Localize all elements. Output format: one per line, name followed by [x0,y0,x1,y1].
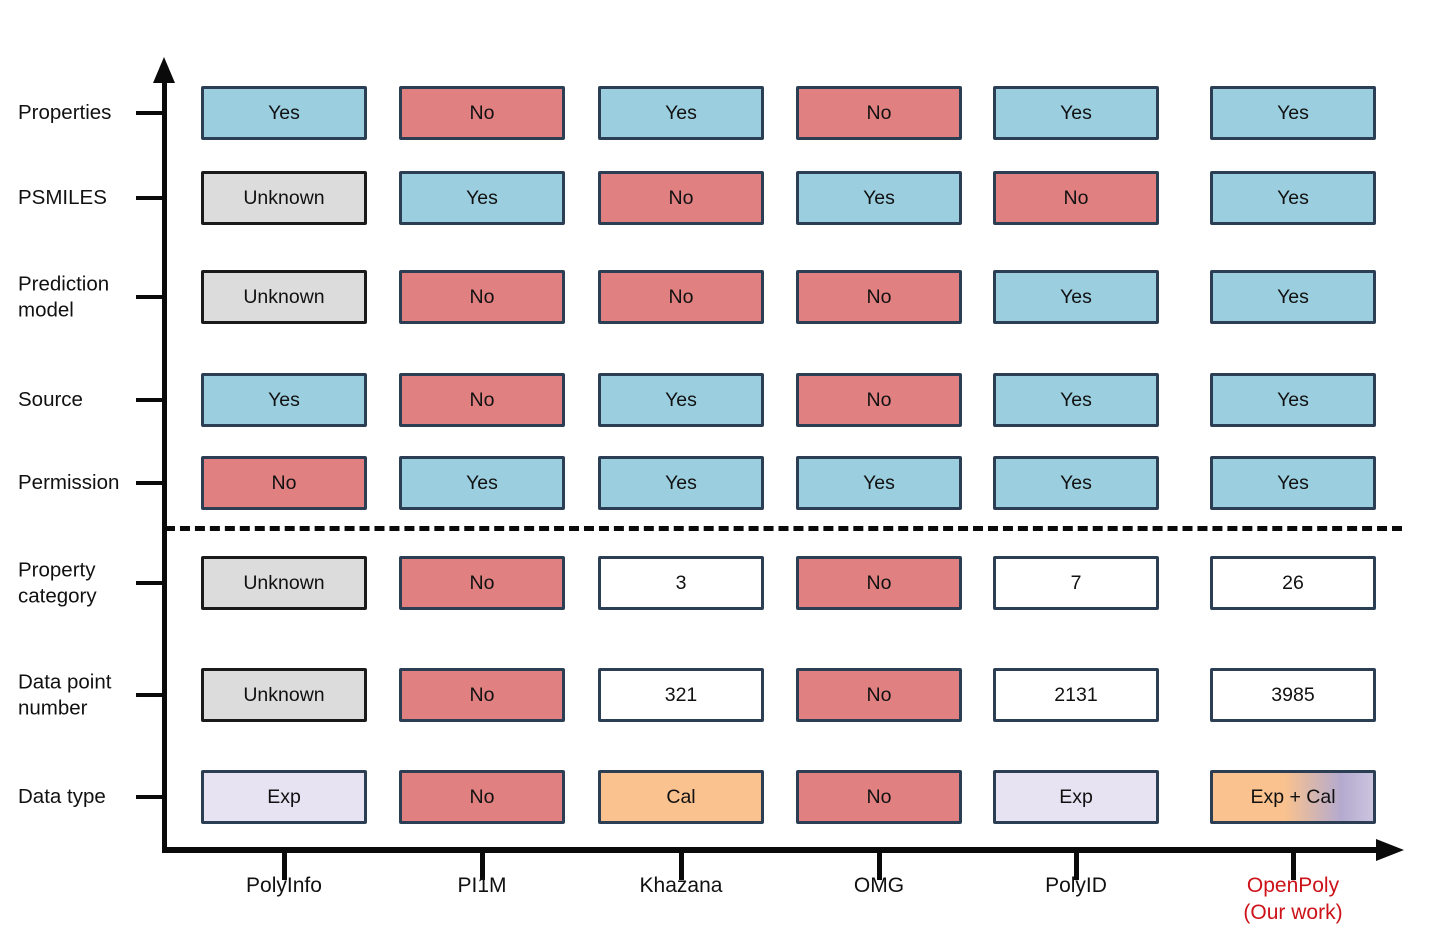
cell-source-openpoly: Yes [1210,373,1376,427]
cell-prediction-model-polyid: Yes [993,270,1159,324]
cell-psmiles-khazana: No [598,171,764,225]
cell-prediction-model-openpoly: Yes [1210,270,1376,324]
y-axis-tick-properties [136,111,166,115]
y-axis-arrowhead-icon [153,57,175,83]
cell-data-type-pi1m: No [399,770,565,824]
cell-permission-polyinfo: No [201,456,367,510]
cell-data-point-number-openpoly: 3985 [1210,668,1376,722]
cell-prediction-model-polyinfo: Unknown [201,270,367,324]
y-axis-tick-data-point-number [136,693,166,697]
cell-data-point-number-omg: No [796,668,962,722]
column-label-pi1m: PI1M [372,872,592,899]
column-label-khazana: Khazana [571,872,791,899]
column-sublabel-text: (Our work) [1243,901,1343,925]
cell-data-type-polyid: Exp [993,770,1159,824]
cell-data-type-polyinfo: Exp [201,770,367,824]
cell-data-point-number-polyid: 2131 [993,668,1159,722]
cell-property-category-polyid: 7 [993,556,1159,610]
x-axis-tick-polyid [1074,853,1079,880]
row-label-property-category: Property category [18,558,97,607]
cell-source-khazana: Yes [598,373,764,427]
row-label-permission: Permission [18,471,120,495]
y-axis [162,78,167,852]
cell-permission-khazana: Yes [598,456,764,510]
cell-permission-pi1m: Yes [399,456,565,510]
cell-property-category-openpoly: 26 [1210,556,1376,610]
cell-properties-omg: No [796,86,962,140]
column-label-text: PolyInfo [246,874,322,897]
y-axis-tick-permission [136,481,166,485]
y-axis-tick-psmiles [136,196,166,200]
column-label-text: OpenPoly [1246,874,1340,897]
cell-properties-polyinfo: Yes [201,86,367,140]
cell-property-category-pi1m: No [399,556,565,610]
dashed-divider-line [165,526,1402,531]
cell-permission-openpoly: Yes [1210,456,1376,510]
cell-data-point-number-polyinfo: Unknown [201,668,367,722]
cell-property-category-omg: No [796,556,962,610]
column-label-polyinfo: PolyInfo [174,872,394,899]
cell-data-point-number-khazana: 321 [598,668,764,722]
cell-permission-polyid: Yes [993,456,1159,510]
column-label-text: OMG [853,874,905,897]
column-label-text: PolyID [1045,874,1107,897]
cell-properties-pi1m: No [399,86,565,140]
x-axis-tick-omg [877,853,882,880]
column-label-polyid: PolyID [966,872,1186,899]
cell-psmiles-omg: Yes [796,171,962,225]
cell-psmiles-openpoly: Yes [1210,171,1376,225]
cell-properties-khazana: Yes [598,86,764,140]
cell-data-type-omg: No [796,770,962,824]
x-axis-tick-openpoly [1291,853,1296,880]
row-label-data-point-number: Data point number [18,670,112,719]
cell-source-pi1m: No [399,373,565,427]
row-label-psmiles: PSMILES [18,186,107,210]
row-label-source: Source [18,388,83,412]
x-axis-tick-khazana [679,853,684,880]
cell-properties-openpoly: Yes [1210,86,1376,140]
cell-psmiles-polyid: No [993,171,1159,225]
column-label-text: Khazana [639,874,723,897]
cell-psmiles-polyinfo: Unknown [201,171,367,225]
cell-prediction-model-khazana: No [598,270,764,324]
cell-source-polyinfo: Yes [201,373,367,427]
cell-data-point-number-pi1m: No [399,668,565,722]
y-axis-tick-source [136,398,166,402]
row-label-data-type: Data type [18,785,106,809]
column-label-text: PI1M [457,874,507,897]
cell-permission-omg: Yes [796,456,962,510]
cell-source-polyid: Yes [993,373,1159,427]
cell-prediction-model-pi1m: No [399,270,565,324]
column-label-openpoly: OpenPoly (Our work) [1183,872,1403,927]
row-label-properties: Properties [18,101,112,125]
cell-source-omg: No [796,373,962,427]
cell-data-type-openpoly: Exp + Cal [1210,770,1376,824]
x-axis-tick-pi1m [480,853,485,880]
cell-prediction-model-omg: No [796,270,962,324]
cell-property-category-khazana: 3 [598,556,764,610]
cell-psmiles-pi1m: Yes [399,171,565,225]
x-axis [162,847,1378,853]
y-axis-tick-property-category [136,581,166,585]
column-label-omg: OMG [769,872,989,899]
x-axis-arrowhead-icon [1376,839,1404,861]
row-label-prediction-model: Prediction model [18,272,110,321]
y-axis-tick-data-type [136,795,166,799]
x-axis-tick-polyinfo [282,853,287,880]
y-axis-tick-prediction-model [136,295,166,299]
cell-data-type-khazana: Cal [598,770,764,824]
cell-property-category-polyinfo: Unknown [201,556,367,610]
cell-properties-polyid: Yes [993,86,1159,140]
